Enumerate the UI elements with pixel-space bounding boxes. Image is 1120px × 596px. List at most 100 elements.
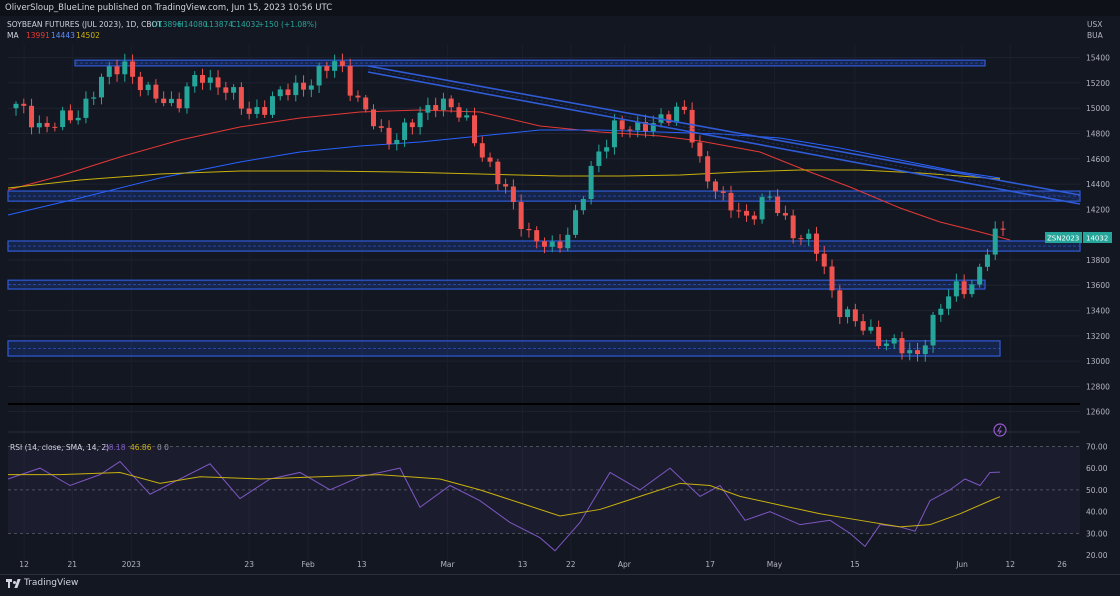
candle (29, 98, 35, 135)
candle-body (29, 105, 35, 128)
candle-body (231, 87, 237, 93)
rsi-tick-label: 60.00 (1086, 464, 1108, 473)
candle (386, 120, 392, 150)
candle (860, 313, 866, 335)
candle-body (674, 106, 680, 123)
candle (666, 110, 672, 126)
candle (534, 226, 540, 249)
candle-body (417, 112, 423, 128)
candle-body (798, 238, 804, 240)
time-tick-label: Jun (955, 560, 968, 569)
ma-blue-line (7, 129, 1001, 216)
candles (13, 53, 1006, 362)
ma-yellow-value: 14502 (76, 31, 100, 40)
tradingview-logo-icon (6, 578, 21, 588)
candle (930, 311, 936, 353)
candle (130, 54, 136, 84)
candle (246, 101, 252, 120)
candle (643, 114, 649, 138)
candle-body (806, 233, 812, 239)
price-tick-label: 14200 (1086, 205, 1110, 214)
candle-body (549, 241, 555, 247)
legend: SOYBEAN FUTURES (JUL 2023), 1D, CBOT O13… (7, 20, 1104, 452)
candle-body (487, 157, 493, 162)
candle (604, 139, 610, 159)
candle-body (106, 66, 112, 77)
price-tag-symbol: ZSN2023 (1047, 235, 1079, 243)
candle-body (705, 156, 711, 182)
candle-body (938, 308, 944, 315)
candle (829, 259, 835, 298)
candle-body (161, 98, 167, 104)
candle-body (891, 338, 897, 344)
candle (91, 91, 97, 105)
trendline (367, 65, 1081, 205)
candle (370, 104, 376, 130)
candle (316, 62, 322, 94)
tradingview-logo[interactable]: TradingView (6, 578, 78, 588)
rsi-tick-label: 70.00 (1086, 442, 1108, 451)
candle (712, 178, 718, 199)
candle (806, 229, 812, 246)
candle (145, 81, 151, 96)
candle (137, 71, 143, 97)
candle (347, 58, 353, 102)
candle (495, 158, 501, 191)
candle (852, 303, 858, 327)
candle (845, 306, 851, 324)
candle (355, 90, 361, 102)
candle-body (860, 321, 866, 331)
candle (231, 84, 237, 100)
price-tick-label: 15200 (1086, 79, 1110, 88)
trendline-upper (367, 65, 1081, 196)
candle (518, 194, 524, 237)
candle (433, 97, 439, 118)
candle-body (541, 241, 547, 247)
candle (184, 82, 190, 114)
candle-body (821, 253, 827, 267)
candle (821, 246, 827, 275)
candle-body (246, 108, 252, 114)
candle (200, 68, 206, 90)
candle-body (992, 228, 998, 255)
candle (899, 331, 905, 360)
candle (549, 235, 555, 253)
rsi-label: RSI (14, close, SMA, 14, 2) (10, 443, 109, 452)
candle (122, 53, 128, 82)
candle-body (852, 309, 858, 322)
candle (417, 106, 423, 135)
candle (767, 190, 773, 201)
candle-body (75, 117, 81, 121)
candle (161, 91, 167, 107)
candle-body (767, 196, 773, 198)
candle-body (782, 212, 788, 216)
candle-body (907, 350, 913, 354)
candle-body (479, 143, 485, 158)
candle (635, 116, 641, 138)
candle-body (977, 266, 983, 285)
price-tick-label: 14400 (1086, 180, 1110, 189)
candle (705, 151, 711, 189)
time-tick-label: Apr (618, 560, 632, 569)
candle-body (153, 84, 159, 99)
candle (308, 79, 314, 98)
time-tick-label: Mar (440, 560, 455, 569)
ma-label: MA (7, 31, 19, 40)
rsi-value: 58.18 (104, 443, 126, 452)
time-tick-label: 26 (1057, 560, 1067, 569)
candle (440, 92, 446, 117)
candle-body (122, 61, 128, 75)
symbol-title: SOYBEAN FUTURES (JUL 2023), 1D, CBOT (7, 20, 162, 29)
time-tick-label: 12 (19, 560, 29, 569)
candle (448, 95, 454, 113)
candle-body (339, 61, 345, 66)
candle-body (21, 103, 27, 106)
flash-icon[interactable] (993, 423, 1007, 437)
ohlc-close: C14032 (231, 20, 260, 29)
candle-body (573, 210, 579, 235)
time-tick-label: 22 (566, 560, 576, 569)
candle-body (301, 82, 307, 90)
price-tick-label: 14600 (1086, 155, 1110, 164)
candle-body (285, 89, 291, 96)
